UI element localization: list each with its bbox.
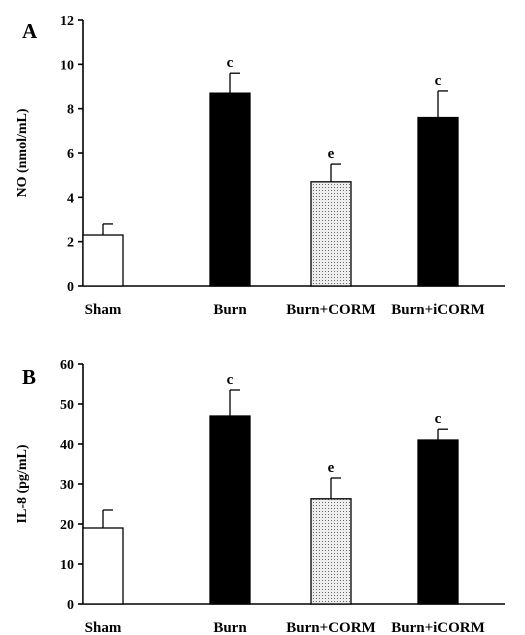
bar-burn-corm — [310, 498, 352, 605]
bar-sham — [82, 234, 124, 287]
x-category-label: Burn — [213, 620, 247, 635]
y-tick-label: 30 — [60, 478, 74, 493]
bar-sham — [82, 527, 124, 605]
y-tick-label: 60 — [60, 358, 74, 373]
y-tick-label: 0 — [67, 280, 74, 295]
x-category-label: Burn+CORM — [286, 620, 375, 635]
significance-label: e — [328, 460, 335, 476]
significance-label: c — [227, 55, 234, 71]
bar-burn — [209, 415, 251, 605]
panel-letter: B — [22, 365, 36, 389]
y-tick-label: 4 — [67, 191, 74, 206]
x-category-label: Sham — [85, 302, 122, 318]
y-axis-title: IL-8 (pg/mL) — [15, 444, 30, 523]
y-tick-label: 20 — [60, 518, 74, 533]
chart-panel-a: A 0 2 4 6 8 10 12 NO (nmol/mL) Sham c Burn e Burn+COR… — [15, 14, 505, 318]
y-tick-label: 12 — [60, 14, 74, 29]
significance-label: c — [435, 411, 442, 427]
y-tick-label: 10 — [60, 558, 74, 573]
y-axis-title: NO (nmol/mL) — [15, 108, 30, 197]
significance-label: e — [328, 146, 335, 162]
significance-label: c — [227, 372, 234, 388]
y-tick-label: 0 — [67, 598, 74, 613]
bar-burn-icorm — [417, 116, 459, 287]
x-category-label: Burn+CORM — [286, 302, 375, 318]
x-category-label: Burn+iCORM — [391, 620, 485, 635]
x-category-label: Burn — [213, 302, 247, 318]
chart-panel-b: B 0 10 20 30 40 50 60 IL-8 (pg/mL) Sham c Burn e Burn… — [15, 358, 505, 635]
y-tick-label: 10 — [60, 58, 74, 73]
x-category-label: Sham — [85, 620, 122, 635]
y-tick-label: 50 — [60, 398, 74, 413]
panel-letter: A — [22, 19, 38, 43]
y-tick-label: 40 — [60, 438, 74, 453]
y-tick-label: 8 — [67, 103, 74, 118]
bar-burn — [209, 92, 251, 287]
y-tick-label: 2 — [67, 236, 74, 251]
y-tick-label: 6 — [67, 147, 74, 162]
x-category-label: Burn+iCORM — [391, 302, 485, 318]
bar-burn-icorm — [417, 439, 459, 605]
bar-burn-corm — [310, 181, 352, 287]
significance-label: c — [435, 73, 442, 89]
